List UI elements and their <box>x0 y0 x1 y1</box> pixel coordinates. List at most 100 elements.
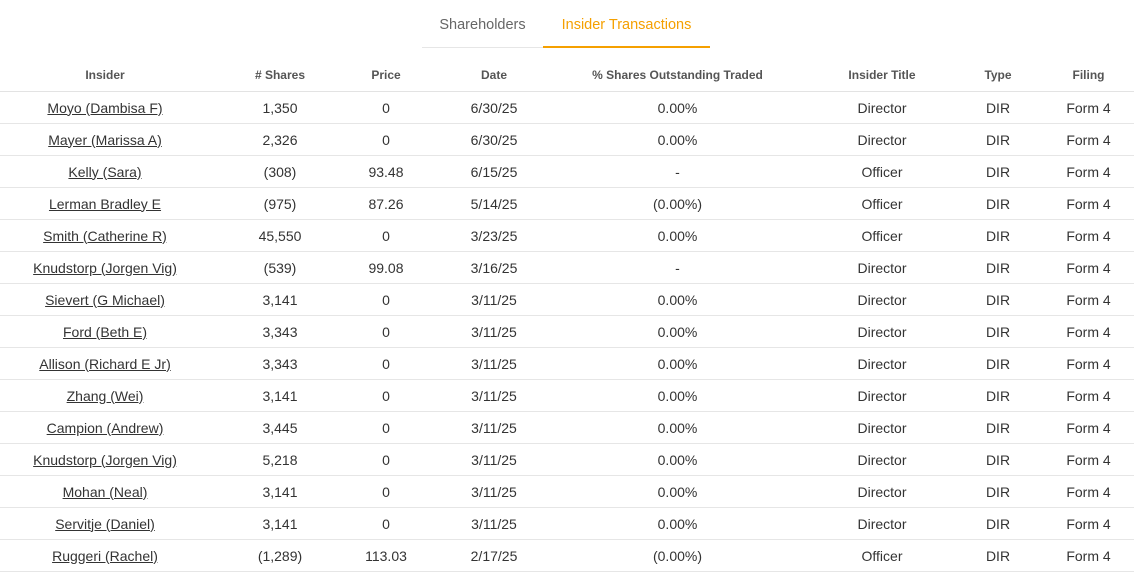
column-header-pct-traded: % Shares Outstanding Traded <box>544 58 811 92</box>
date-cell: 3/11/25 <box>444 475 544 508</box>
shares-cell: 3,141 <box>210 283 328 316</box>
tab-bar: Shareholders Insider Transactions <box>0 0 1134 48</box>
insider-cell: Campion (Andrew) <box>0 411 210 444</box>
date-cell: 6/30/25 <box>444 123 544 156</box>
insider-link[interactable]: Ford (Beth E) <box>62 323 148 340</box>
shares-cell: 3,343 <box>210 315 328 348</box>
insider-transactions-table: Insider # Shares Price Date % Shares Out… <box>0 58 1134 572</box>
shares-cell: 3,141 <box>210 507 328 540</box>
date-cell: 3/11/25 <box>444 507 544 540</box>
tab-shareholders[interactable]: Shareholders <box>422 0 543 48</box>
price-cell: 113.03 <box>328 539 444 572</box>
insider-link[interactable]: Knudstorp (Jorgen Vig) <box>33 451 177 468</box>
tab-insider-transactions[interactable]: Insider Transactions <box>543 0 710 48</box>
insider-title-cell: Officer <box>811 187 953 220</box>
insider-title-cell: Director <box>811 91 953 124</box>
table-row: Lerman Bradley E (975) 87.26 5/14/25 (0.00%)… <box>0 187 1134 220</box>
shares-cell: (975) <box>210 187 328 220</box>
table-row: Zhang (Wei) 3,141 0 3/11/25 0.00% Director DIR… <box>0 379 1134 412</box>
shares-cell: 5,218 <box>210 443 328 476</box>
insider-link[interactable]: Kelly (Sara) <box>68 163 142 180</box>
type-cell: DIR <box>953 91 1043 124</box>
price-cell: 0 <box>328 219 444 252</box>
insider-link[interactable]: Servitje (Daniel) <box>55 515 155 532</box>
insider-cell: Lerman Bradley E <box>0 187 210 220</box>
filing-cell: Form 4 <box>1043 219 1134 252</box>
table-row: Mayer (Marissa A) 2,326 0 6/30/25 0.00% Direc… <box>0 123 1134 156</box>
date-cell: 3/11/25 <box>444 283 544 316</box>
date-cell: 2/17/25 <box>444 539 544 572</box>
type-cell: DIR <box>953 315 1043 348</box>
date-cell: 3/11/25 <box>444 347 544 380</box>
table-row: Campion (Andrew) 3,445 0 3/11/25 0.00% Direct… <box>0 411 1134 444</box>
insider-link[interactable]: Smith (Catherine R) <box>43 227 167 244</box>
shares-cell: 3,141 <box>210 475 328 508</box>
pct-traded-cell: - <box>544 251 811 284</box>
type-cell: DIR <box>953 283 1043 316</box>
insider-title-cell: Director <box>811 347 953 380</box>
column-header-price: Price <box>328 58 444 92</box>
type-cell: DIR <box>953 539 1043 572</box>
type-cell: DIR <box>953 411 1043 444</box>
shares-cell: (539) <box>210 251 328 284</box>
pct-traded-cell: 0.00% <box>544 315 811 348</box>
insider-link[interactable]: Lerman Bradley E <box>48 195 162 212</box>
table-row: Ruggeri (Rachel) (1,289) 113.03 2/17/25 (0.0… <box>0 539 1134 572</box>
insider-cell: Servitje (Daniel) <box>0 507 210 540</box>
insider-cell: Mohan (Neal) <box>0 475 210 508</box>
insider-link[interactable]: Sievert (G Michael) <box>45 291 165 308</box>
shares-cell: 2,326 <box>210 123 328 156</box>
table-row: Knudstorp (Jorgen Vig) (539) 99.08 3/16/25-… <box>0 251 1134 284</box>
insider-link[interactable]: Mohan (Neal) <box>62 483 148 500</box>
filing-cell: Form 4 <box>1043 379 1134 412</box>
pct-traded-cell: 0.00% <box>544 411 811 444</box>
price-cell: 0 <box>328 379 444 412</box>
insider-link[interactable]: Ruggeri (Rachel) <box>52 547 158 564</box>
insider-cell: Sievert (G Michael) <box>0 283 210 316</box>
table-row: Moyo (Dambisa F) 1,350 0 6/30/25 0.00% Direct… <box>0 91 1134 124</box>
column-header-insider: Insider <box>0 58 210 92</box>
insider-link[interactable]: Campion (Andrew) <box>46 419 164 436</box>
type-cell: DIR <box>953 219 1043 252</box>
table-row: Knudstorp (Jorgen Vig) 5,218 0 3/11/25 0.00%… <box>0 443 1134 476</box>
pct-traded-cell: (0.00%) <box>544 539 811 572</box>
table-row: Mohan (Neal) 3,141 0 3/11/25 0.00% Director DI… <box>0 475 1134 508</box>
insider-title-cell: Director <box>811 283 953 316</box>
pct-traded-cell: 0.00% <box>544 475 811 508</box>
shares-cell: (308) <box>210 155 328 188</box>
shares-cell: 1,350 <box>210 91 328 124</box>
filing-cell: Form 4 <box>1043 443 1134 476</box>
filing-cell: Form 4 <box>1043 155 1134 188</box>
insider-link[interactable]: Allison (Richard E Jr) <box>39 355 171 372</box>
pct-traded-cell: 0.00% <box>544 347 811 380</box>
table-row: Sievert (G Michael) 3,141 0 3/11/25 0.00% Dir… <box>0 283 1134 316</box>
table-row: Ford (Beth E) 3,343 0 3/11/25 0.00% Director D… <box>0 315 1134 348</box>
filing-cell: Form 4 <box>1043 91 1134 124</box>
filing-cell: Form 4 <box>1043 123 1134 156</box>
insider-link[interactable]: Moyo (Dambisa F) <box>47 99 163 116</box>
shares-cell: 3,343 <box>210 347 328 380</box>
insider-link[interactable]: Knudstorp (Jorgen Vig) <box>33 259 177 276</box>
price-cell: 87.26 <box>328 187 444 220</box>
filing-cell: Form 4 <box>1043 475 1134 508</box>
insider-title-cell: Officer <box>811 539 953 572</box>
column-header-date: Date <box>444 58 544 92</box>
filing-cell: Form 4 <box>1043 347 1134 380</box>
insider-link[interactable]: Mayer (Marissa A) <box>48 131 162 148</box>
insider-title-cell: Director <box>811 507 953 540</box>
insider-link[interactable]: Zhang (Wei) <box>66 387 144 404</box>
filing-cell: Form 4 <box>1043 283 1134 316</box>
column-header-shares: # Shares <box>210 58 328 92</box>
insider-cell: Knudstorp (Jorgen Vig) <box>0 251 210 284</box>
insider-cell: Smith (Catherine R) <box>0 219 210 252</box>
date-cell: 3/11/25 <box>444 315 544 348</box>
pct-traded-cell: - <box>544 155 811 188</box>
type-cell: DIR <box>953 379 1043 412</box>
filing-cell: Form 4 <box>1043 251 1134 284</box>
date-cell: 3/11/25 <box>444 443 544 476</box>
price-cell: 0 <box>328 91 444 124</box>
price-cell: 0 <box>328 315 444 348</box>
pct-traded-cell: (0.00%) <box>544 187 811 220</box>
shares-cell: 3,141 <box>210 379 328 412</box>
column-header-filing: Filing <box>1043 58 1134 92</box>
